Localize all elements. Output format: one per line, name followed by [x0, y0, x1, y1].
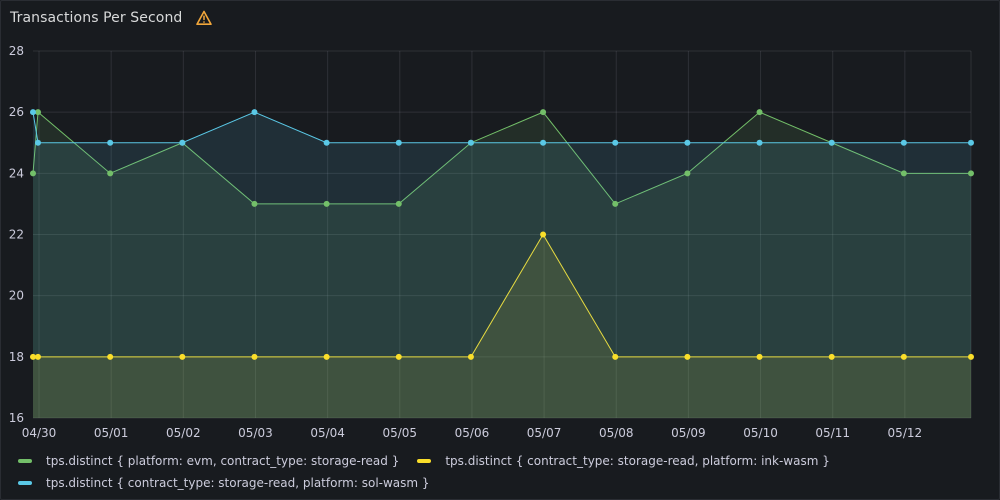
legend-row: tps.distinct { platform: evm, contract_t…: [18, 450, 978, 472]
data-point[interactable]: [251, 109, 258, 116]
y-tick-label: 28: [9, 44, 24, 58]
x-tick-label: 05/05: [382, 426, 417, 440]
data-point[interactable]: [35, 353, 42, 360]
x-tick-label: 05/09: [671, 426, 706, 440]
chart-legend: tps.distinct { platform: evm, contract_t…: [18, 450, 978, 494]
data-point[interactable]: [107, 139, 114, 146]
series-area: [33, 112, 971, 419]
x-tick-label: 05/04: [310, 426, 345, 440]
data-point[interactable]: [684, 139, 691, 146]
warning-triangle-icon[interactable]: [196, 10, 213, 26]
data-point[interactable]: [107, 170, 114, 177]
x-tick-label: 05/07: [527, 426, 562, 440]
data-point[interactable]: [395, 139, 402, 146]
x-tick-label: 05/01: [94, 426, 129, 440]
legend-swatch: [417, 459, 432, 463]
legend-swatch: [18, 459, 32, 463]
x-tick-label: 05/03: [238, 426, 273, 440]
data-point[interactable]: [684, 353, 691, 360]
legend-item[interactable]: tps.distinct { platform: evm, contract_t…: [18, 454, 399, 468]
data-point[interactable]: [612, 353, 619, 360]
data-point[interactable]: [828, 139, 835, 146]
legend-row: tps.distinct { contract_type: storage-re…: [18, 472, 978, 494]
data-point[interactable]: [30, 170, 36, 177]
x-tick-label: 05/02: [166, 426, 201, 440]
data-point[interactable]: [756, 109, 763, 116]
data-point[interactable]: [900, 353, 907, 360]
data-point[interactable]: [968, 139, 974, 146]
x-tick-label: 05/12: [888, 426, 923, 440]
data-point[interactable]: [540, 109, 547, 116]
series-area: [33, 234, 971, 418]
x-tick-label: 05/08: [599, 426, 634, 440]
data-point[interactable]: [35, 109, 42, 116]
data-point[interactable]: [540, 139, 547, 146]
y-tick-label: 26: [9, 105, 24, 119]
legend-item[interactable]: tps.distinct { contract_type: storage-re…: [18, 476, 430, 490]
data-point[interactable]: [107, 353, 114, 360]
data-point[interactable]: [828, 353, 835, 360]
panel-header: Transactions Per Second: [10, 7, 213, 29]
data-point[interactable]: [251, 353, 258, 360]
data-point[interactable]: [35, 139, 42, 146]
data-point[interactable]: [179, 353, 186, 360]
y-tick-label: 16: [9, 411, 24, 425]
data-point[interactable]: [30, 353, 36, 360]
legend-label: tps.distinct { contract_type: storage-re…: [46, 476, 430, 490]
legend-label: tps.distinct { contract_type: storage-re…: [445, 454, 830, 468]
y-tick-label: 18: [9, 350, 24, 364]
series-area: [33, 112, 971, 419]
data-point[interactable]: [395, 353, 402, 360]
data-point[interactable]: [968, 353, 974, 360]
data-point[interactable]: [684, 170, 691, 177]
data-point[interactable]: [467, 353, 474, 360]
y-tick-label: 20: [9, 289, 24, 303]
data-point[interactable]: [323, 200, 330, 207]
data-point[interactable]: [540, 231, 547, 238]
data-point[interactable]: [179, 139, 186, 146]
data-point[interactable]: [900, 170, 907, 177]
data-point[interactable]: [756, 139, 763, 146]
y-tick-label: 22: [9, 228, 24, 242]
data-point[interactable]: [968, 170, 974, 177]
x-tick-label: 04/30: [22, 426, 57, 440]
panel-title[interactable]: Transactions Per Second: [10, 10, 183, 26]
legend-item[interactable]: tps.distinct { contract_type: storage-re…: [417, 454, 830, 468]
data-point[interactable]: [900, 139, 907, 146]
data-point[interactable]: [612, 200, 619, 207]
data-point[interactable]: [467, 139, 474, 146]
y-tick-label: 24: [9, 166, 24, 180]
legend-label: tps.distinct { platform: evm, contract_t…: [46, 454, 400, 468]
data-point[interactable]: [323, 353, 330, 360]
x-tick-label: 05/06: [455, 426, 490, 440]
data-point[interactable]: [756, 353, 763, 360]
x-tick-label: 05/11: [815, 426, 850, 440]
data-point[interactable]: [251, 200, 258, 207]
data-point[interactable]: [612, 139, 619, 146]
legend-swatch: [18, 481, 32, 485]
data-point[interactable]: [30, 109, 36, 116]
data-point[interactable]: [395, 200, 402, 207]
data-point[interactable]: [323, 139, 330, 146]
x-tick-label: 05/10: [743, 426, 778, 440]
